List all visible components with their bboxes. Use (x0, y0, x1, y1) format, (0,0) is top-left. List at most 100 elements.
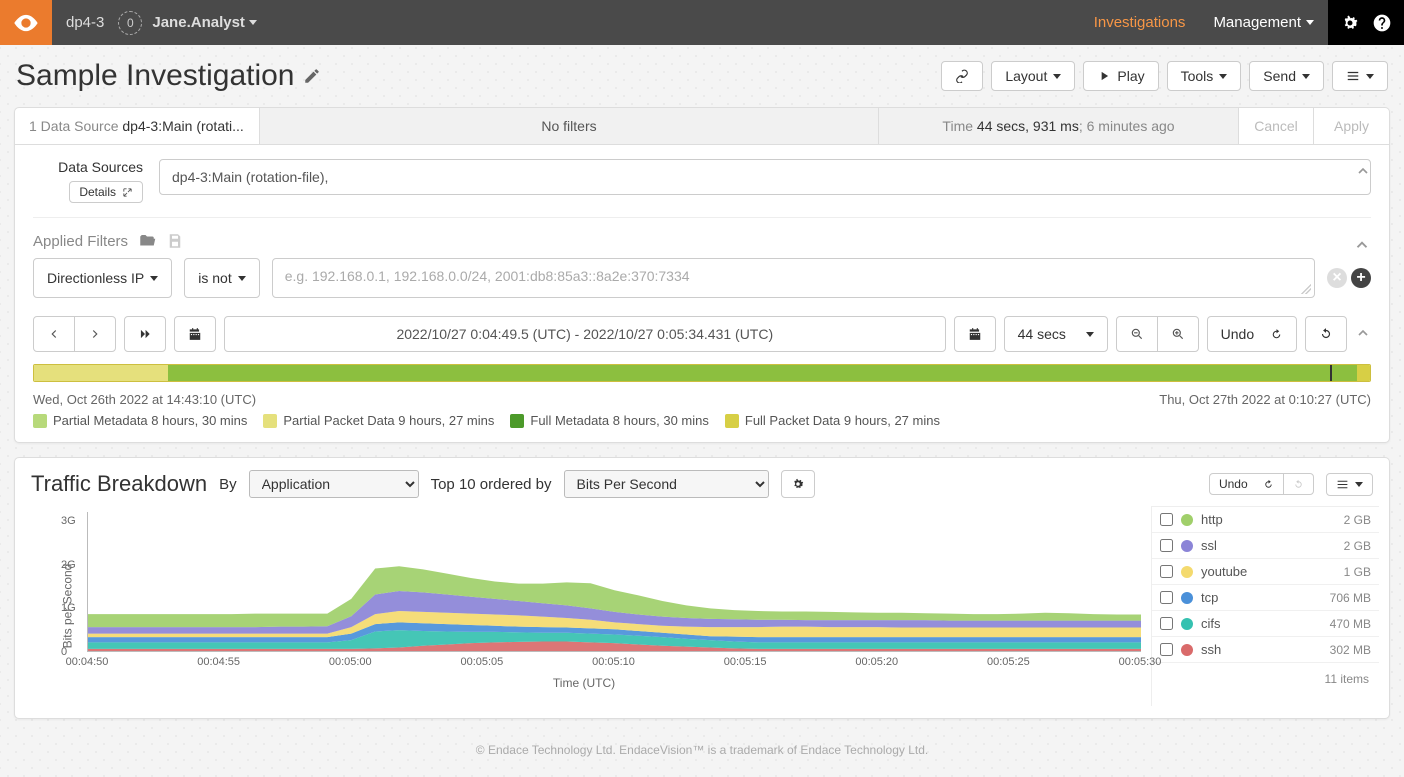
filter-value-input[interactable]: e.g. 192.168.0.1, 192.168.0.0/24, 2001:d… (272, 258, 1315, 298)
collapse-filters[interactable] (1353, 236, 1371, 258)
user-menu[interactable]: Jane.Analyst (152, 14, 257, 31)
datasources-input[interactable]: dp4-3:Main (rotation-file), (159, 159, 1371, 195)
timeline-segment (34, 365, 168, 381)
tb-redo-button[interactable] (1283, 473, 1314, 495)
caret-down-icon (1355, 482, 1363, 487)
help-icon[interactable] (1372, 13, 1392, 33)
datasources-label: Data Sources (33, 159, 143, 175)
order-label: Top 10 ordered by (431, 476, 552, 493)
undo-button[interactable]: Undo (1207, 316, 1297, 352)
chevron-right-icon (88, 327, 102, 341)
caret-down-icon (1086, 332, 1094, 337)
time-range-input[interactable]: 2022/10/27 0:04:49.5 (UTC) - 2022/10/27 … (224, 316, 946, 352)
tab-datasource[interactable]: 1 Data Source dp4-3:Main (rotati... (15, 108, 260, 144)
filter-type-button[interactable]: Directionless IP (33, 258, 172, 298)
legend-name: http (1201, 512, 1336, 527)
legend-check[interactable] (1160, 513, 1173, 526)
caret-down-icon (249, 20, 257, 25)
send-button[interactable]: Send (1249, 61, 1324, 91)
traffic-chart[interactable]: Bits per Second Time (UTC) 01G2G3G00:04:… (27, 506, 1141, 706)
xtick-label: 00:05:30 (1119, 656, 1162, 668)
legend-row[interactable]: http 2 GB (1152, 507, 1379, 533)
nav-management[interactable]: Management (1199, 0, 1328, 45)
nav-investigations[interactable]: Investigations (1080, 0, 1200, 45)
zoom-out-icon (1130, 327, 1144, 341)
jump-end-button[interactable] (124, 316, 166, 352)
legend-check[interactable] (1160, 565, 1173, 578)
step-back-button[interactable] (33, 316, 75, 352)
caret-down-icon (1053, 74, 1061, 79)
apply-button[interactable]: Apply (1314, 108, 1389, 144)
query-panel: 1 Data Source dp4-3:Main (rotati... No f… (14, 107, 1390, 443)
duration-button[interactable]: 44 secs (1004, 316, 1108, 352)
play-button[interactable]: Play (1083, 61, 1158, 91)
layout-button[interactable]: Layout (991, 61, 1075, 91)
legend-check[interactable] (1160, 617, 1173, 630)
legend-check[interactable] (1160, 643, 1173, 656)
page-title-row: Sample Investigation (16, 59, 321, 93)
by-select[interactable]: Application (249, 470, 419, 498)
settings-button[interactable] (781, 470, 815, 498)
filters-head: Applied Filters (15, 218, 1389, 258)
timeline-segment (168, 365, 1357, 381)
calendar-button-2[interactable] (954, 316, 996, 352)
legend-row[interactable]: ssl 2 GB (1152, 533, 1379, 559)
xtick-label: 00:04:50 (66, 656, 109, 668)
tb-menu-button[interactable] (1326, 473, 1373, 496)
gear-icon[interactable] (1340, 13, 1360, 33)
calendar-button[interactable] (174, 316, 216, 352)
tab-filters[interactable]: No filters (260, 108, 879, 144)
calendar-icon (188, 327, 202, 341)
legend-row[interactable]: tcp 706 MB (1152, 585, 1379, 611)
tab-time[interactable]: Time 44 secs, 931 ms; 6 minutes ago (879, 108, 1239, 144)
caret-down-icon (1219, 74, 1227, 79)
legend-row[interactable]: youtube 1 GB (1152, 559, 1379, 585)
legend-value: 470 MB (1330, 617, 1371, 631)
save-icon[interactable] (166, 232, 184, 250)
step-fwd-button[interactable] (74, 316, 116, 352)
tab-time-suffix: ; 6 minutes ago (1079, 118, 1175, 134)
filter-op-button[interactable]: is not (184, 258, 259, 298)
details-button[interactable]: Details (69, 181, 143, 203)
undo-icon (1263, 479, 1274, 490)
add-filter-button[interactable]: + (1351, 268, 1371, 288)
hamburger-button[interactable] (1332, 61, 1388, 91)
legend-name: cifs (1201, 616, 1322, 631)
brand-logo[interactable] (0, 0, 52, 45)
gear-icon (791, 477, 805, 491)
caret-down-icon (150, 276, 158, 281)
caret-down-icon (238, 276, 246, 281)
collapse-time[interactable] (1355, 325, 1371, 344)
timeline-marker[interactable] (1330, 364, 1332, 382)
chevron-left-icon (47, 327, 61, 341)
legend-row[interactable]: cifs 470 MB (1152, 611, 1379, 637)
order-select[interactable]: Bits Per Second (564, 470, 769, 498)
link-button[interactable] (941, 61, 983, 91)
swatch-icon (263, 414, 277, 428)
expand-icon (122, 187, 133, 198)
collapse-datasources[interactable] (1355, 163, 1371, 182)
cancel-button[interactable]: Cancel (1239, 108, 1314, 144)
legend-name: tcp (1201, 590, 1322, 605)
filters-body: Directionless IP is not e.g. 192.168.0.1… (15, 258, 1389, 316)
redo-button[interactable] (1305, 316, 1347, 352)
edit-icon[interactable] (303, 67, 321, 85)
tb-undo-button[interactable]: Undo (1209, 473, 1284, 495)
timeline-segment (1357, 365, 1370, 381)
zoom-out-button[interactable] (1116, 316, 1158, 352)
legend-value: 2 GB (1344, 539, 1371, 553)
tools-button[interactable]: Tools (1167, 61, 1242, 91)
host-label: dp4-3 (52, 0, 118, 45)
legend-check[interactable] (1160, 539, 1173, 552)
resize-grip-icon[interactable] (1301, 284, 1311, 294)
ytick-label: 2G (61, 559, 76, 571)
alerts-badge[interactable]: 0 (118, 11, 142, 35)
nav-utility (1328, 0, 1404, 45)
footer-text: © Endace Technology Ltd. EndaceVision™ i… (0, 733, 1404, 777)
remove-filter-button[interactable]: × (1327, 268, 1347, 288)
legend-row[interactable]: ssh 302 MB (1152, 637, 1379, 663)
folder-open-icon[interactable] (138, 232, 156, 250)
zoom-in-button[interactable] (1157, 316, 1199, 352)
legend-check[interactable] (1160, 591, 1173, 604)
timeline-bar[interactable] (33, 364, 1371, 382)
